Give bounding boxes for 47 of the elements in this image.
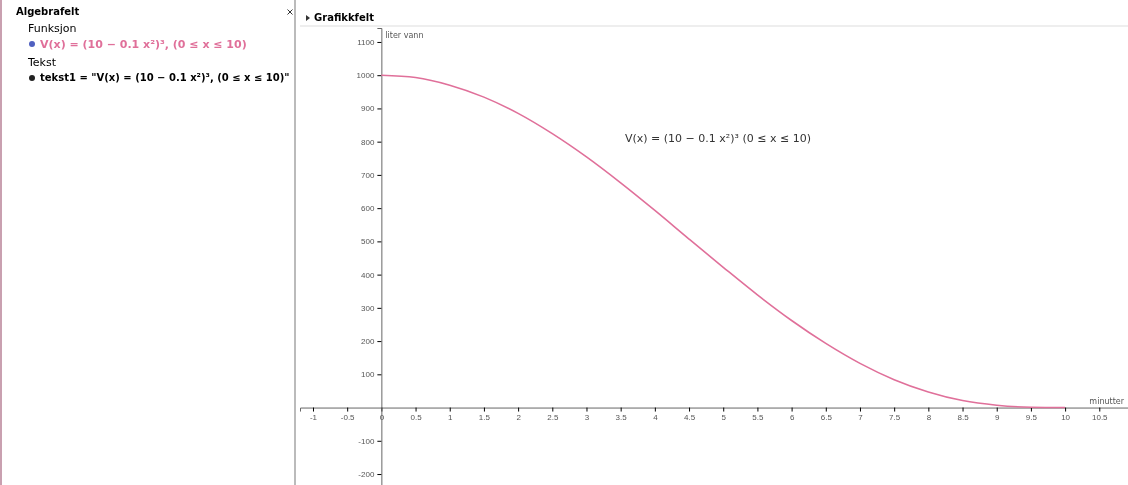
x-tick-label: 8.5 bbox=[957, 413, 970, 423]
y-axis-title: liter vann bbox=[385, 31, 424, 40]
text: V(x) = (10 − 0.1 x²)³, (0 ≤ x ≤ 10) bbox=[40, 38, 247, 51]
x-tick-label: 0.5 bbox=[410, 413, 423, 423]
x-tick-label: 7 bbox=[858, 413, 864, 423]
y-tick-label: 200 bbox=[361, 337, 375, 347]
x-tick-label: 0 bbox=[379, 413, 385, 423]
x-axis-title: minutter bbox=[1089, 396, 1125, 406]
y-tick-label: 100 bbox=[361, 370, 375, 380]
x-tick-label: 8 bbox=[926, 413, 932, 423]
y-tick-label: 700 bbox=[361, 170, 375, 180]
x-tick-label: 6 bbox=[789, 413, 795, 423]
text: Algebrafelt bbox=[16, 6, 80, 17]
x-tick-label: -1 bbox=[309, 413, 318, 423]
x-tick-label: 3 bbox=[584, 413, 590, 423]
x-tick-label: 7.5 bbox=[889, 413, 901, 423]
chart-title: Grafikkfelt bbox=[314, 12, 375, 23]
y-tick-label: -200 bbox=[358, 470, 375, 480]
y-tick-label: 500 bbox=[361, 237, 375, 247]
text: Funksjon bbox=[28, 22, 77, 35]
y-tick-label: 1100 bbox=[357, 38, 375, 48]
y-tick-label: 1000 bbox=[356, 71, 375, 81]
y-tick-label: 400 bbox=[361, 270, 375, 280]
line-series bbox=[380, 74, 1066, 409]
y-tick-label: 300 bbox=[361, 303, 375, 313]
x-tick-label: 1.5 bbox=[478, 413, 491, 423]
x-tick-label: 3.5 bbox=[615, 413, 628, 423]
x-tick-label: 6.5 bbox=[820, 413, 833, 423]
x-tick-label: 2 bbox=[516, 413, 522, 423]
text: tekst1 = "V(x) = (10 − 0.1 x²)³, (0 ≤ x ≤ 10)" bbox=[40, 72, 290, 83]
x-tick-label: 4.5 bbox=[683, 413, 696, 423]
y-tick-label: -100 bbox=[358, 436, 375, 446]
x-tick-label: 5.5 bbox=[752, 413, 765, 423]
y-tick-label: 600 bbox=[361, 204, 375, 214]
x-tick-label: 5 bbox=[721, 413, 727, 423]
x-tick-label: 2.5 bbox=[547, 413, 559, 423]
x-tick-label: 9.5 bbox=[1025, 413, 1038, 423]
x-tick-label: 1 bbox=[448, 413, 454, 423]
text: Tekst bbox=[28, 56, 57, 69]
x-tick-label: 4 bbox=[653, 413, 659, 423]
x-tick-label: -0.5 bbox=[340, 413, 356, 423]
x-tick-label: 9 bbox=[995, 413, 1000, 423]
y-tick-label: 800 bbox=[361, 137, 375, 147]
annotation: V(x) = (10 − 0.1 x²)³ (0 ≤ x ≤ 10) bbox=[625, 132, 811, 145]
x-tick-label: 10.5 bbox=[1091, 413, 1109, 423]
x-tick-label: 10 bbox=[1061, 413, 1071, 423]
y-tick-label: 900 bbox=[361, 104, 375, 114]
